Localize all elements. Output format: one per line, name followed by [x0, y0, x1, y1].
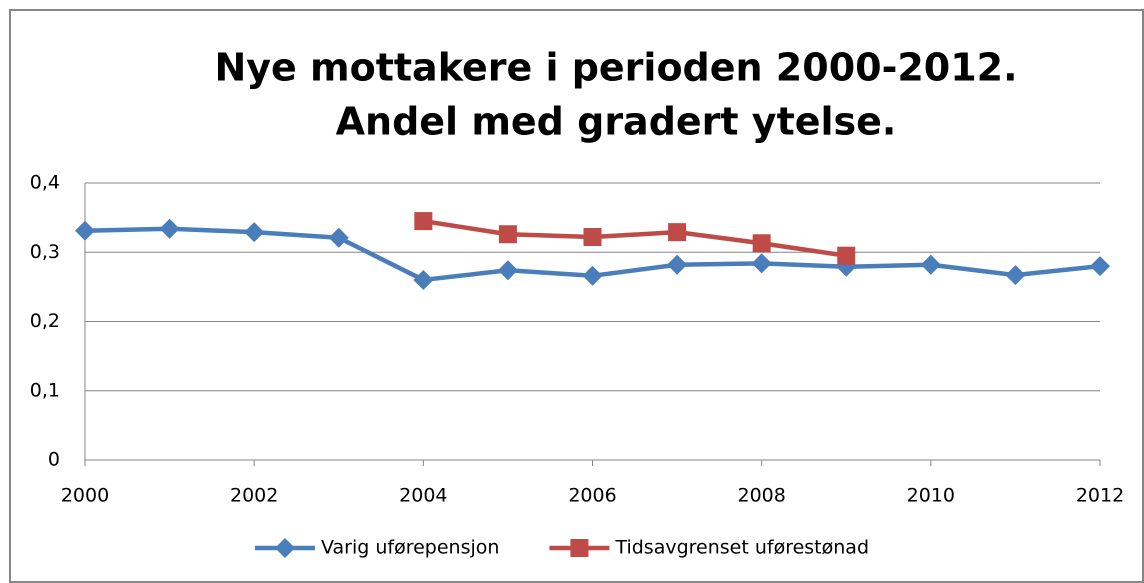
y-tick-label: 0,4 [30, 172, 60, 194]
marker [582, 265, 603, 286]
legend-label: Varig uførepensjon [321, 537, 499, 559]
chart-frame [9, 9, 1144, 583]
marker [583, 228, 602, 247]
chart-title: Andel med gradert ytelse. [336, 100, 897, 144]
chart-title: Nye mottakere i perioden 2000-2012. [214, 46, 1017, 90]
x-tick-label: 2000 [61, 485, 109, 507]
y-tick-label: 0,1 [30, 379, 60, 401]
x-tick-label: 2006 [568, 485, 616, 507]
marker [275, 538, 295, 558]
marker [667, 254, 688, 275]
y-tick-label: 0,3 [30, 241, 60, 263]
marker [413, 269, 434, 290]
marker [752, 234, 771, 253]
marker [244, 222, 265, 243]
marker [668, 223, 687, 242]
marker [498, 225, 517, 244]
marker [414, 212, 433, 231]
x-tick-label: 2004 [399, 485, 447, 507]
marker [1090, 256, 1110, 277]
marker [1005, 265, 1026, 286]
legend-label: Tidsavgrenset uførestønad [614, 537, 869, 559]
marker [837, 246, 856, 265]
x-tick-label: 2010 [907, 485, 955, 507]
marker [497, 260, 518, 281]
y-tick-label: 0,2 [30, 310, 60, 332]
y-tick-label: 0 [48, 449, 60, 471]
marker [75, 220, 95, 241]
x-tick-label: 2008 [737, 485, 785, 507]
series-line [422, 218, 847, 258]
x-tick-label: 2002 [230, 485, 278, 507]
marker [159, 218, 180, 239]
marker [328, 227, 349, 248]
marker [751, 253, 772, 274]
x-tick-label: 2012 [1076, 485, 1124, 507]
marker [920, 254, 941, 275]
marker [570, 539, 589, 557]
